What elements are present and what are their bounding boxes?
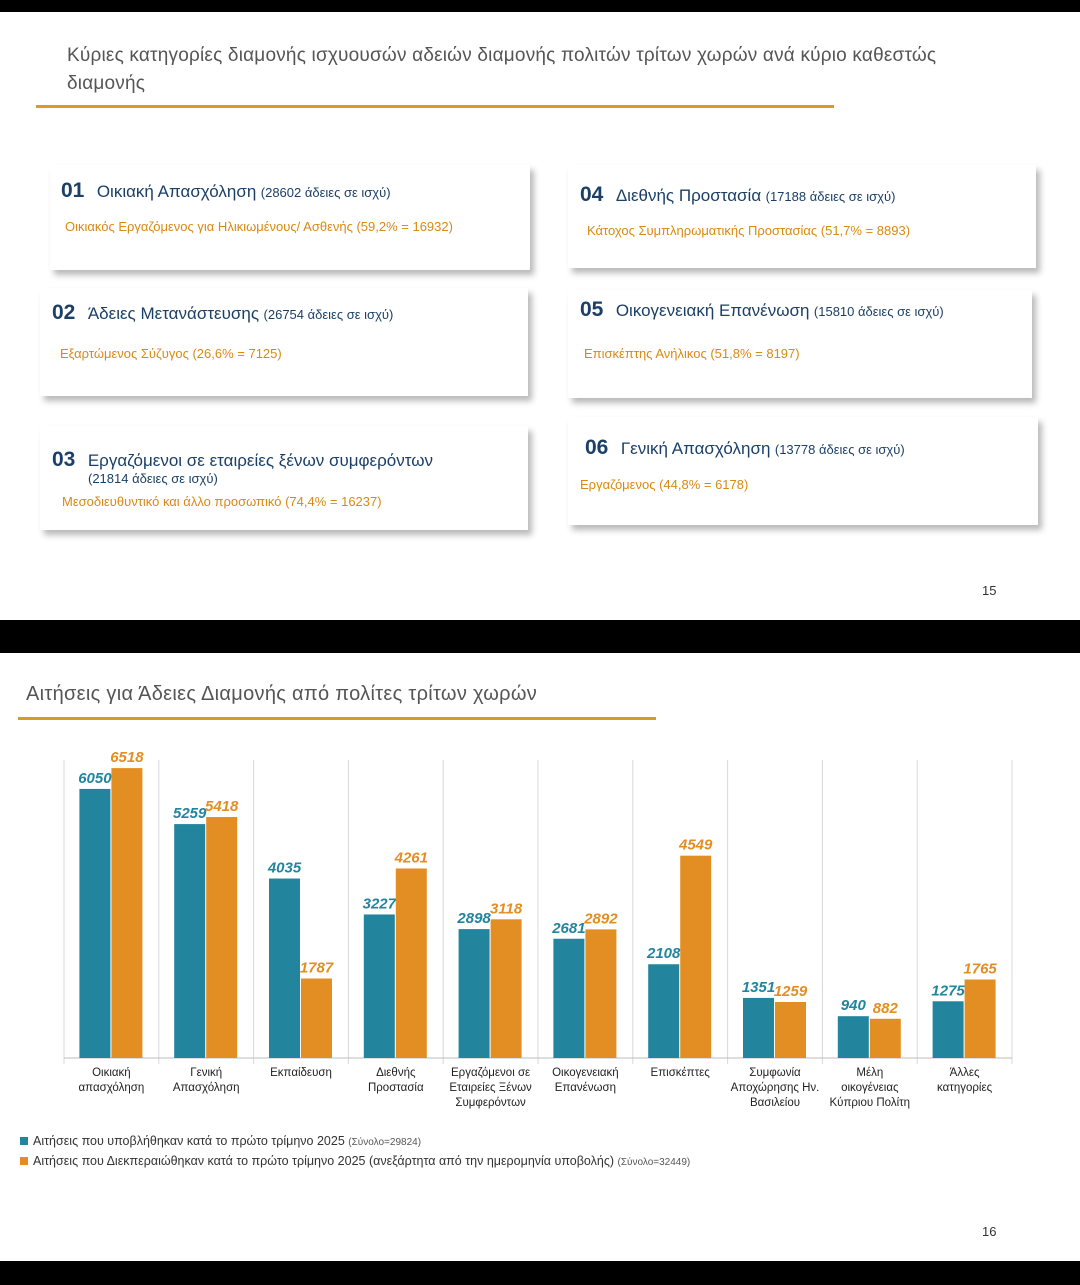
card-count: (26754 άδειες σε ισχύ) — [263, 307, 394, 322]
card-subcategory: Κάτοχος Συμπληρωματικής Προστασίας (51,7… — [587, 223, 911, 238]
top-black-bar — [0, 0, 1080, 12]
card-category: Εργαζόμενοι σε εταιρείες ξένων συμφερόντ… — [87, 451, 434, 470]
data-label: 3118 — [490, 900, 523, 917]
card-number: 02 — [52, 301, 76, 324]
data-label: 6518 — [110, 749, 144, 766]
card-count: (15810 άδειες σε ισχύ) — [813, 304, 944, 319]
bar-submitted — [79, 788, 111, 1058]
bar-submitted — [743, 997, 774, 1058]
slide-16-title: Αιτήσεις για Άδειες Διαμονής από πολίτες… — [26, 683, 538, 705]
data-label: 2898 — [456, 910, 491, 927]
category-card-05: 05 Οικογενειακή Επανένωση (15810 άδειες … — [568, 290, 1032, 398]
legend-label: Αιτήσεις που Διεκπεραιώθηκαν κατά το πρώ… — [33, 1154, 615, 1168]
card-count: (21814 άδειες σε ισχύ) — [88, 471, 218, 486]
data-label: 4035 — [267, 860, 302, 877]
data-label: 2892 — [583, 910, 618, 927]
bottom-black-bar — [0, 1261, 1080, 1285]
legend-item-processed: Αιτήσεις που Διεκπεραιώθηκαν κατά το πρώ… — [20, 1154, 690, 1168]
card-category: Οικιακή Απασχόληση — [96, 182, 257, 201]
legend-item-submitted: Αιτήσεις που υποβλήθηκαν κατά το πρώτο τ… — [20, 1134, 421, 1148]
bar-processed — [206, 817, 238, 1058]
card-category: Διεθνής Προστασία — [615, 186, 762, 205]
card-category: Άδειες Μετανάστευσης — [87, 304, 260, 323]
slide-16: Αιτήσεις για Άδειες Διαμονής από πολίτες… — [0, 653, 1080, 1261]
bar-processed — [395, 868, 427, 1058]
card-count: (17188 άδειες σε ισχύ) — [765, 189, 896, 204]
card-category: Γενική Απασχόληση — [620, 439, 771, 458]
data-label: 882 — [873, 1000, 899, 1017]
bar-submitted — [174, 824, 206, 1058]
card-number: 04 — [580, 183, 604, 206]
bar-processed — [964, 979, 996, 1058]
bar-processed — [490, 919, 522, 1058]
page-number: 15 — [982, 583, 997, 598]
bar-submitted — [837, 1016, 869, 1058]
category-label: Συμφωνία Αποχώρησης Ην. Βασιλείου — [731, 1067, 820, 1109]
bar-submitted — [932, 1001, 964, 1058]
bar-processed — [111, 768, 143, 1058]
category-label: Οικιακή απασχόληση — [79, 1067, 145, 1094]
bar-submitted — [458, 929, 490, 1058]
bar-submitted — [269, 878, 300, 1058]
card-subcategory: Εργαζόμενος (44,8% = 6178) — [580, 477, 749, 492]
category-label: Άλλες κατηγορίες — [937, 1067, 993, 1094]
data-label: 6050 — [78, 770, 112, 787]
data-label: 4261 — [394, 849, 428, 866]
data-label: 1787 — [300, 960, 334, 977]
category-label: Εκπαίδευση — [270, 1067, 332, 1079]
legend-total: (Σύνολο=29824) — [348, 1137, 422, 1148]
category-card-04: 04 Διεθνής Προστασία (17188 άδειες σε ισ… — [568, 165, 1036, 268]
category-label: Εργαζόμενοι σε Εταιρείες Ξένων Συμφερόντων — [449, 1067, 532, 1109]
slide-15: Κύριες κατηγορίες διαμονής ισχυουσών αδε… — [0, 12, 1080, 620]
legend-swatch — [20, 1136, 28, 1145]
data-label: 1275 — [931, 982, 965, 999]
category-card-06: 06 Γενική Απασχόληση (13778 άδειες σε ισ… — [568, 417, 1038, 525]
legend-swatch — [20, 1156, 28, 1165]
data-label: 4549 — [678, 837, 713, 854]
bar-processed — [301, 978, 332, 1058]
card-number: 06 — [585, 436, 609, 459]
title-underline — [18, 717, 656, 720]
bar-processed — [775, 1002, 806, 1058]
slide-15-title: Κύριες κατηγορίες διαμονής ισχυουσών αδε… — [67, 45, 937, 94]
category-label: Επισκέπτες — [651, 1067, 711, 1079]
data-label: 940 — [841, 997, 867, 1014]
card-subcategory: Εξαρτώμενος Σύζυγος (26,6% = 7125) — [60, 346, 282, 361]
data-label: 2108 — [646, 945, 681, 962]
bar-processed — [585, 929, 617, 1058]
card-count: (28602 άδειες σε ισχύ) — [260, 185, 391, 200]
card-count: (13778 άδειες σε ισχύ) — [774, 442, 905, 457]
bar-processed — [869, 1018, 901, 1058]
data-label: 1351 — [742, 979, 775, 996]
category-card-01: 01 Οικιακή Απασχόληση (28602 άδειες σε ι… — [50, 165, 530, 270]
category-label: Διεθνής Προστασία — [368, 1067, 424, 1094]
title-underline — [36, 105, 834, 108]
category-card-03: 03 Εργαζόμενοι σε εταιρείες ξένων συμφερ… — [40, 426, 528, 530]
data-label: 1765 — [963, 960, 997, 977]
card-subcategory: Οικιακός Εργαζόμενος για Ηλικιωμένους/ Α… — [65, 219, 453, 234]
data-label: 5418 — [205, 798, 239, 815]
bar-submitted — [553, 938, 585, 1058]
data-label: 1259 — [774, 983, 808, 1000]
bar-processed — [680, 855, 712, 1058]
card-number: 03 — [52, 448, 76, 471]
data-label: 3227 — [363, 895, 397, 912]
card-number: 05 — [580, 298, 604, 321]
card-category: Οικογενειακή Επανένωση — [615, 301, 810, 320]
data-label: 2681 — [551, 920, 585, 937]
page-number: 16 — [982, 1224, 997, 1239]
card-subcategory: Επισκέπτης Ανήλικος (51,8% = 8197) — [584, 346, 800, 361]
card-number: 01 — [61, 179, 85, 202]
category-label: Μέλη οικογένειας Κύπριου Πολίτη — [829, 1067, 910, 1109]
legend-total: (Σύνολο=32449) — [617, 1157, 691, 1168]
card-subcategory: Μεσοδιευθυντικό και άλλο προσωπικό (74,4… — [62, 494, 382, 509]
category-label: Οικογενειακή Επανένωση — [552, 1067, 619, 1094]
category-card-02: 02 Άδειες Μετανάστευσης (26754 άδειες σε… — [40, 288, 528, 396]
bar-submitted — [363, 914, 395, 1058]
data-label: 5259 — [173, 805, 207, 822]
category-label: Γενική Απασχόληση — [173, 1067, 240, 1094]
legend-label: Αιτήσεις που υποβλήθηκαν κατά το πρώτο τ… — [33, 1134, 345, 1148]
bar-submitted — [648, 964, 680, 1058]
